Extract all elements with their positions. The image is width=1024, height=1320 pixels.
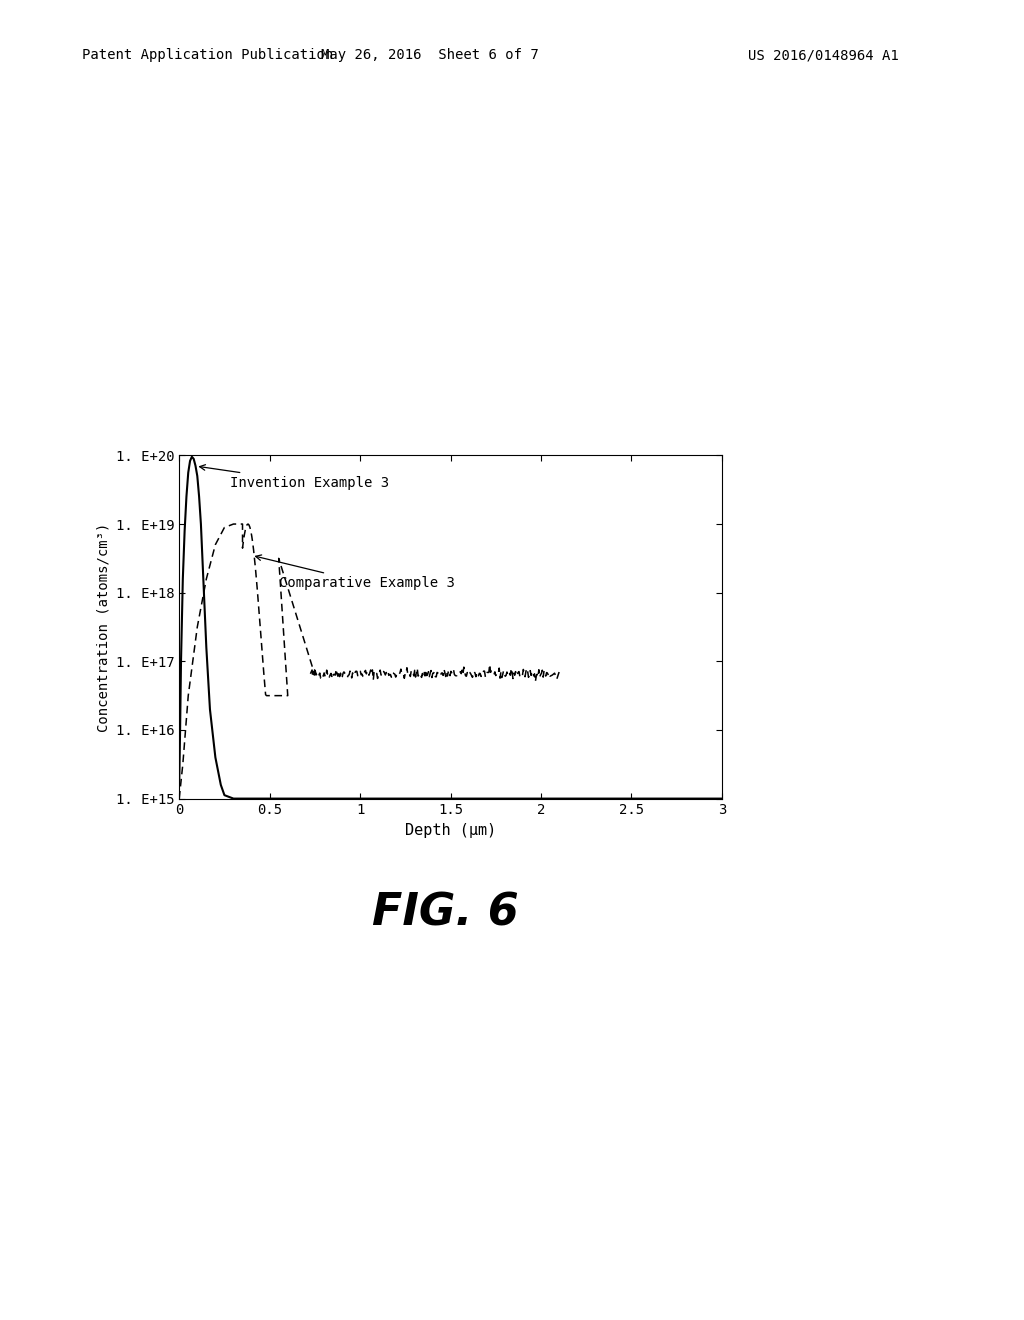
Text: US 2016/0148964 A1: US 2016/0148964 A1	[748, 49, 898, 62]
X-axis label: Depth (μm): Depth (μm)	[404, 822, 497, 838]
Text: Patent Application Publication: Patent Application Publication	[82, 49, 333, 62]
Text: May 26, 2016  Sheet 6 of 7: May 26, 2016 Sheet 6 of 7	[322, 49, 539, 62]
Y-axis label: Concentration (atoms/cm³): Concentration (atoms/cm³)	[96, 523, 111, 731]
Text: Comparative Example 3: Comparative Example 3	[256, 554, 455, 590]
Text: FIG. 6: FIG. 6	[372, 891, 519, 935]
Text: Invention Example 3: Invention Example 3	[200, 465, 389, 490]
